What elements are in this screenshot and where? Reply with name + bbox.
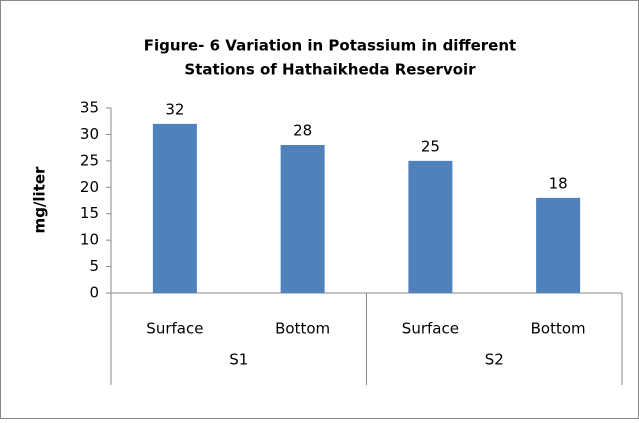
data-label: 28 xyxy=(293,122,312,140)
group-label: S2 xyxy=(485,351,504,369)
y-tick-label: 30 xyxy=(80,125,99,143)
x-tick-label: Bottom xyxy=(275,320,330,338)
group-label: S1 xyxy=(229,351,248,369)
y-tick-label: 35 xyxy=(80,99,99,117)
bar xyxy=(280,145,325,293)
y-tick-label: 0 xyxy=(89,284,99,302)
x-tick-label: Surface xyxy=(402,320,459,338)
data-label: 18 xyxy=(549,174,568,192)
chart-title: Stations of Hathaikheda Reservoir xyxy=(184,61,476,79)
bar xyxy=(152,123,197,293)
y-tick-label: 20 xyxy=(80,178,99,196)
y-tick-label: 10 xyxy=(80,231,99,249)
data-label: 25 xyxy=(421,137,440,155)
data-label: 32 xyxy=(165,100,184,118)
x-tick-label: Bottom xyxy=(531,320,586,338)
x-tick-label: Surface xyxy=(146,320,203,338)
chart-title: Figure- 6 Variation in Potassium in diff… xyxy=(144,37,516,55)
bar xyxy=(408,160,453,293)
y-tick-label: 15 xyxy=(80,204,99,222)
y-tick-label: 5 xyxy=(89,257,99,275)
y-tick-label: 25 xyxy=(80,151,99,169)
y-axis-label: mg/liter xyxy=(31,166,49,233)
bar xyxy=(536,197,581,293)
